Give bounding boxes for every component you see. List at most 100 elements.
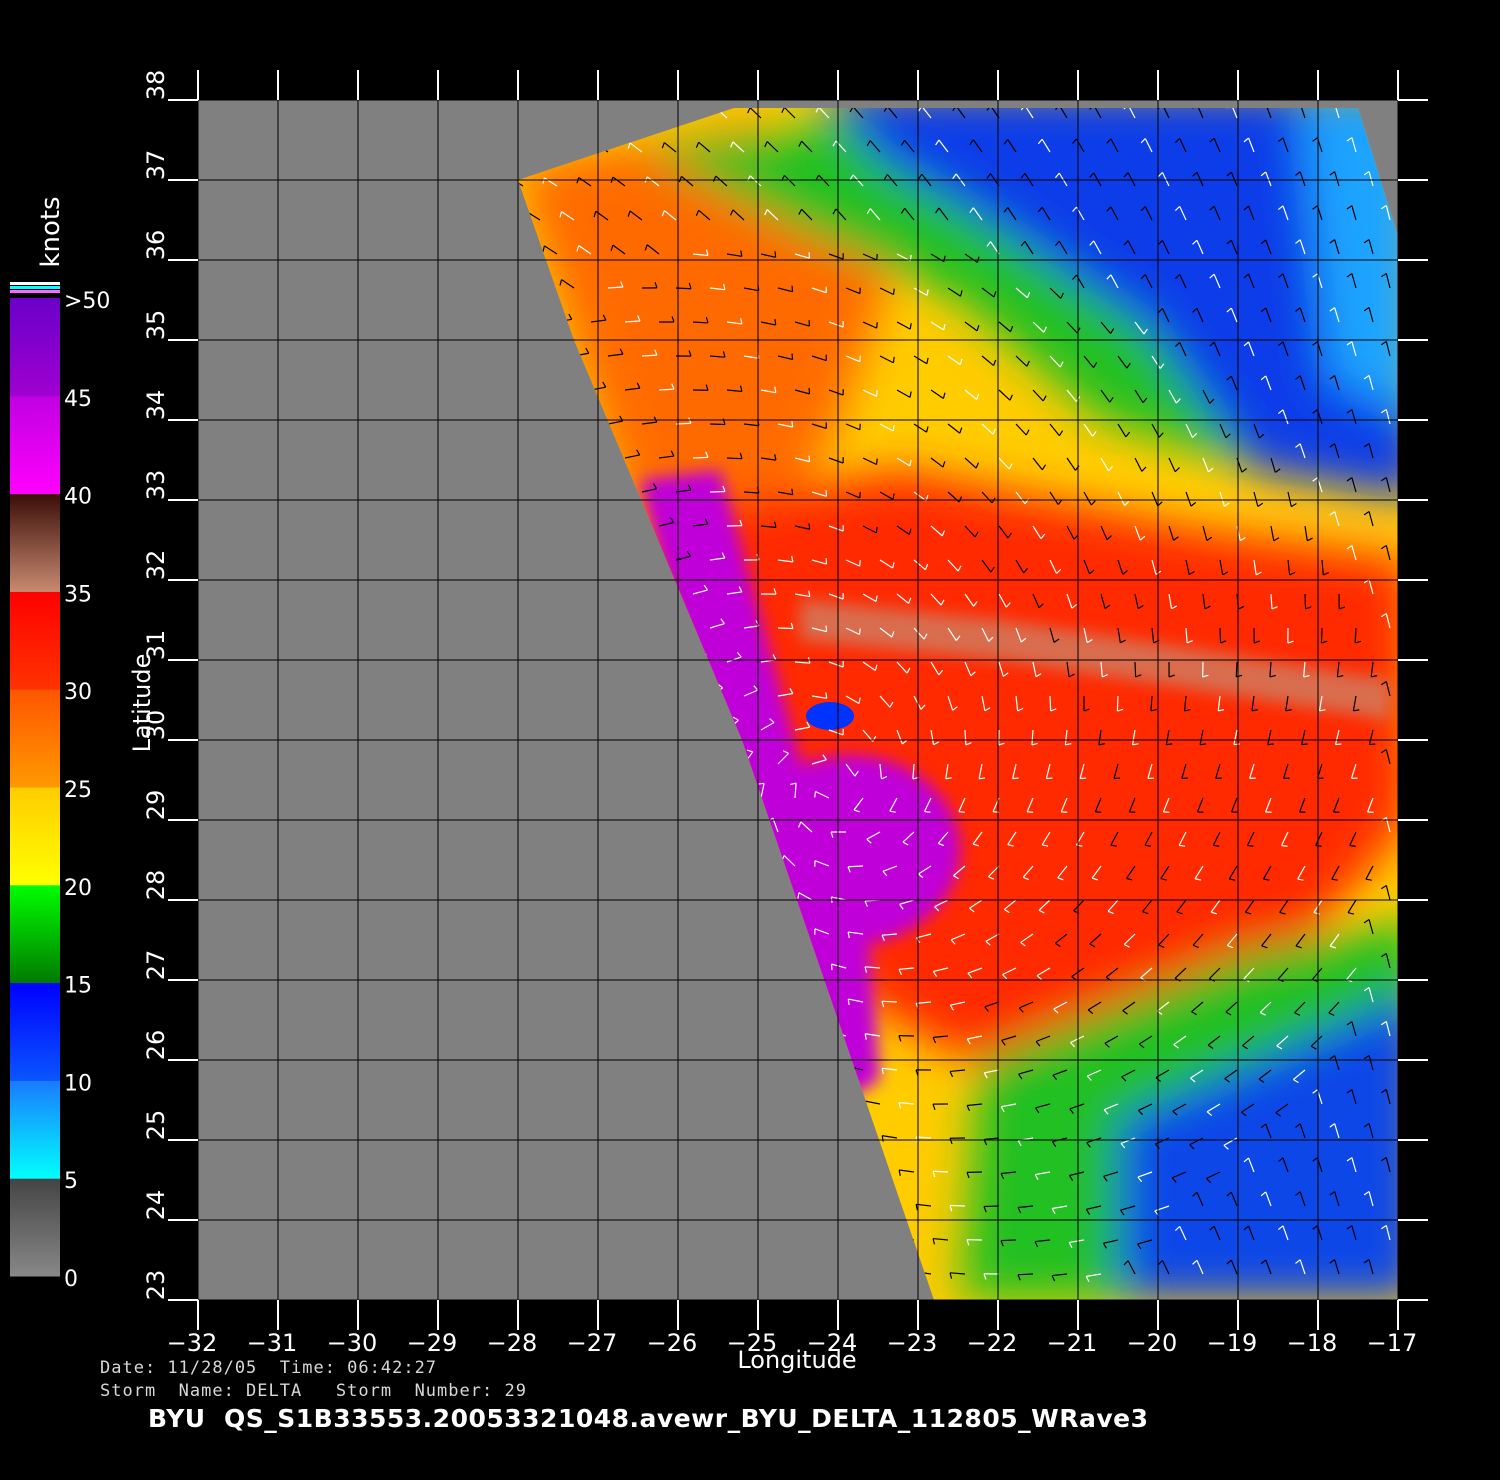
- wind-barb: [658, 316, 675, 323]
- x-tick-label: −22: [967, 1329, 1018, 1357]
- wind-barb: [883, 108, 898, 119]
- wind-barb: [1243, 341, 1255, 357]
- wind-barb: [1230, 797, 1238, 813]
- wind-barb: [1380, 1224, 1391, 1241]
- wind-barb: [947, 423, 963, 434]
- wind-barb: [1233, 729, 1240, 746]
- wind-barb: [1277, 341, 1289, 357]
- wind-barb: [811, 625, 828, 633]
- wind-barb: [1202, 593, 1211, 610]
- wind-barb: [1138, 1103, 1153, 1116]
- wind-barb: [709, 351, 726, 358]
- wind-barb: [913, 287, 929, 296]
- wind-barb: [915, 1203, 932, 1211]
- wind-barb: [794, 387, 811, 395]
- y-tick-label: 26: [142, 1030, 170, 1061]
- wind-barb: [828, 457, 844, 464]
- wind-barb: [1181, 763, 1188, 780]
- wind-barb: [1051, 1205, 1068, 1215]
- wind-barb: [777, 285, 794, 293]
- wind-barb: [1260, 108, 1272, 119]
- wind-barb: [1295, 1123, 1306, 1139]
- wind-barb: [709, 552, 726, 561]
- y-axis-label: Latitude: [128, 654, 156, 753]
- wind-barb: [1269, 661, 1276, 678]
- wind-barb: [794, 523, 811, 530]
- wind-barb: [1049, 355, 1064, 368]
- wind-barb: [726, 385, 743, 393]
- wind-barb: [712, 175, 728, 187]
- wind-barb: [695, 141, 711, 153]
- wind-barb: [1034, 1239, 1051, 1248]
- wind-barb: [1192, 1259, 1204, 1275]
- wind-barb: [1134, 661, 1142, 678]
- wind-barb: [1334, 729, 1342, 746]
- wind-barb: [896, 457, 912, 467]
- wind-barb: [1066, 525, 1079, 540]
- wind-barb: [692, 384, 709, 391]
- wind-barb: [881, 933, 898, 941]
- wind-barb: [964, 389, 980, 400]
- wind-barb: [1380, 680, 1391, 697]
- wind-barb: [1054, 240, 1068, 255]
- wind-barb: [726, 317, 743, 325]
- wind-barb: [624, 449, 641, 459]
- wind-barb: [1280, 831, 1289, 847]
- wind-barb: [864, 1033, 881, 1040]
- wind-barb: [1103, 1171, 1119, 1182]
- wind-barb: [1304, 525, 1313, 542]
- wind-barb: [1310, 1035, 1323, 1050]
- wind-barb: [1157, 240, 1170, 255]
- wind-barb: [1174, 137, 1187, 153]
- legend-band: [10, 982, 60, 1081]
- wind-barb: [1295, 239, 1306, 255]
- wind-barb: [1106, 206, 1119, 221]
- wind-barb: [1295, 307, 1306, 323]
- wind-barb: [661, 210, 677, 221]
- wind-barb: [576, 244, 592, 255]
- wind-barb: [896, 729, 908, 745]
- wind-barb: [1299, 108, 1306, 119]
- wind-barb: [729, 209, 745, 221]
- wind-barb: [1380, 748, 1391, 765]
- wind-barb: [1032, 525, 1046, 540]
- wind-barb: [1368, 729, 1376, 746]
- wind-barb: [1069, 1103, 1085, 1114]
- wind-barb: [964, 321, 980, 332]
- wind-barb: [1334, 108, 1340, 119]
- wind-barb: [1122, 1001, 1136, 1015]
- wind-barb: [1219, 559, 1229, 576]
- wind-barb: [1189, 1137, 1204, 1150]
- wind-barb: [624, 382, 641, 391]
- wind-barb: [1083, 559, 1095, 575]
- wind-barb: [981, 355, 997, 366]
- wind-barb: [1165, 729, 1173, 746]
- legend-band: [10, 787, 60, 886]
- wind-barb: [1287, 491, 1297, 508]
- y-tick-label: 34: [142, 390, 170, 421]
- wind-barb: [898, 1102, 915, 1109]
- legend-band: [10, 1178, 60, 1277]
- wind-barb: [1054, 108, 1068, 119]
- wind-barb: [1038, 899, 1051, 914]
- wind-barb: [949, 1137, 966, 1145]
- wind-barb: [1235, 661, 1243, 678]
- legend-band: [10, 493, 60, 592]
- wind-barb: [1068, 1239, 1085, 1248]
- wind-barb: [1249, 763, 1256, 779]
- wind-barb: [1049, 287, 1064, 299]
- wind-barb: [1260, 307, 1272, 323]
- wind-barb: [794, 721, 811, 731]
- wind-barb: [981, 287, 997, 298]
- wind-barb: [896, 321, 912, 330]
- wind-barb: [1260, 1123, 1272, 1139]
- latitude-tick-labels: 23 24 25 26 27 28 29 30 31 32 33 34 35 36 37 38: [142, 70, 170, 1301]
- wind-barb: [983, 1069, 1000, 1079]
- wind-barb: [1018, 1069, 1034, 1080]
- legend-label: 45: [64, 387, 92, 412]
- wind-barb: [1117, 355, 1131, 369]
- wind-barb: [981, 559, 995, 573]
- wind-barb: [658, 450, 675, 459]
- wind-barb: [542, 177, 558, 187]
- wind-barb: [1295, 171, 1306, 187]
